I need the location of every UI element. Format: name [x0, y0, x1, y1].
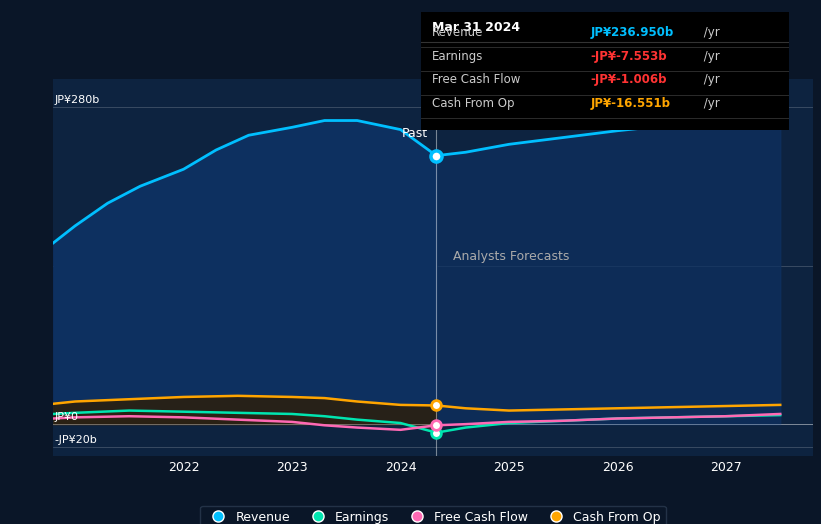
- Text: JP¥280b: JP¥280b: [54, 95, 99, 105]
- Text: Past: Past: [401, 127, 428, 140]
- Text: /yr: /yr: [699, 97, 719, 110]
- Legend: Revenue, Earnings, Free Cash Flow, Cash From Op: Revenue, Earnings, Free Cash Flow, Cash …: [200, 506, 666, 524]
- Text: JP¥0: JP¥0: [54, 412, 79, 422]
- Text: /yr: /yr: [699, 73, 719, 86]
- Text: /yr: /yr: [699, 50, 719, 63]
- Text: /yr: /yr: [699, 26, 719, 39]
- Text: -JP¥-1.006b: -JP¥-1.006b: [590, 73, 667, 86]
- Text: Revenue: Revenue: [432, 26, 484, 39]
- Text: Free Cash Flow: Free Cash Flow: [432, 73, 521, 86]
- Text: Cash From Op: Cash From Op: [432, 97, 515, 110]
- Text: -JP¥-7.553b: -JP¥-7.553b: [590, 50, 667, 63]
- Text: Analysts Forecasts: Analysts Forecasts: [452, 250, 569, 263]
- Text: JP¥236.950b: JP¥236.950b: [590, 26, 673, 39]
- Text: Mar 31 2024: Mar 31 2024: [432, 21, 521, 35]
- Text: -JP¥20b: -JP¥20b: [54, 434, 97, 444]
- Text: Earnings: Earnings: [432, 50, 484, 63]
- Text: JP¥-16.551b: JP¥-16.551b: [590, 97, 671, 110]
